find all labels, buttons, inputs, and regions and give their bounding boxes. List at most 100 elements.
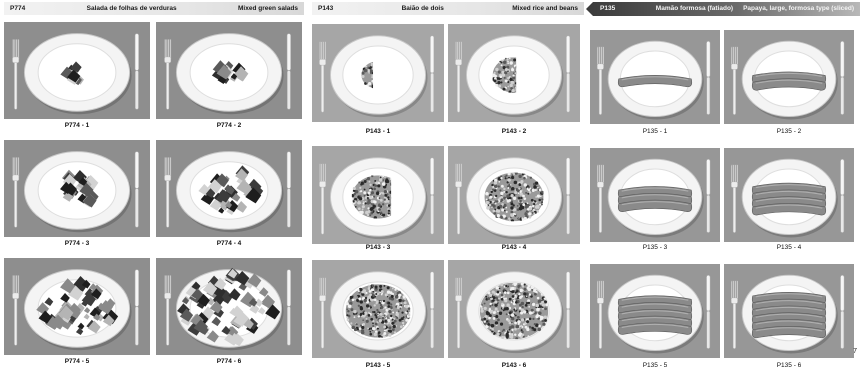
panel-title-en: Mixed rice and beans bbox=[512, 5, 578, 12]
portion-photo bbox=[156, 258, 302, 355]
salad-leaf bbox=[230, 305, 244, 319]
salad-leaf bbox=[196, 300, 206, 309]
salad-leaf bbox=[216, 64, 232, 80]
fork bbox=[321, 62, 325, 113]
salad-leaf bbox=[81, 279, 91, 289]
portion-label: P774 - 4 bbox=[216, 240, 242, 247]
portion-photo bbox=[724, 30, 854, 124]
salad-leaf bbox=[83, 313, 90, 320]
salad-leaf bbox=[68, 306, 81, 319]
salad-leaf bbox=[78, 177, 88, 186]
rice-and-beans bbox=[479, 282, 549, 340]
salad-leaf bbox=[87, 320, 101, 334]
portion-label: P143 - 1 bbox=[365, 128, 391, 135]
salad-leaf bbox=[248, 298, 258, 307]
portion-photo bbox=[312, 260, 444, 358]
salad-leaf bbox=[221, 325, 231, 335]
salad-leaf bbox=[228, 288, 241, 301]
rice-and-beans bbox=[345, 284, 411, 338]
plate-center bbox=[37, 43, 117, 102]
portion-label: P135 - 5 bbox=[642, 362, 668, 369]
knife bbox=[134, 33, 139, 71]
knife bbox=[706, 159, 711, 196]
portion-label: P774 - 2 bbox=[216, 122, 242, 129]
panel-code: P135 bbox=[600, 5, 616, 12]
portion-label: P143 - 5 bbox=[365, 362, 391, 369]
portion-label: P135 - 3 bbox=[642, 244, 668, 251]
salad-leaf bbox=[254, 298, 263, 307]
portion-photo bbox=[724, 264, 854, 358]
portion-label: P774 - 1 bbox=[64, 122, 90, 129]
fork bbox=[598, 67, 602, 115]
portion-label: P143 - 4 bbox=[501, 244, 527, 251]
salad-leaf bbox=[226, 326, 236, 336]
knife bbox=[134, 151, 139, 189]
salad-leaf bbox=[67, 69, 81, 83]
salad-leaf bbox=[226, 199, 239, 213]
salad-leaf bbox=[234, 270, 250, 286]
portion-photo bbox=[312, 146, 444, 244]
knife bbox=[286, 269, 291, 307]
knife bbox=[566, 157, 571, 196]
salad-leaf bbox=[81, 299, 88, 307]
salad-leaf bbox=[249, 303, 260, 314]
salad-leaf bbox=[60, 278, 76, 294]
salad-leaf bbox=[247, 273, 262, 288]
salad-leaf bbox=[212, 284, 226, 298]
knife bbox=[706, 275, 711, 312]
salad-leaf bbox=[209, 300, 223, 314]
portion-photo bbox=[590, 148, 720, 242]
salad-leaf bbox=[181, 297, 189, 305]
panel-code: P143 bbox=[318, 5, 334, 12]
salad-leaf bbox=[197, 293, 210, 307]
salad-leaf bbox=[258, 287, 269, 297]
portion-photo bbox=[4, 140, 150, 237]
salad-leaf bbox=[60, 318, 72, 330]
salad-leaf bbox=[209, 199, 222, 211]
salad-leaf bbox=[38, 310, 52, 324]
rice-and-beans bbox=[484, 172, 544, 222]
fork bbox=[598, 301, 602, 349]
fork bbox=[166, 60, 170, 110]
fork bbox=[457, 62, 461, 113]
portion-label: P774 - 6 bbox=[216, 358, 242, 365]
salad-leaf bbox=[217, 74, 227, 84]
salad-leaf bbox=[44, 297, 54, 307]
salad-leaf bbox=[102, 314, 115, 327]
fork bbox=[166, 296, 170, 346]
portion-label: P135 - 1 bbox=[642, 128, 668, 135]
salad-leaf bbox=[179, 308, 194, 322]
page-mark: 7 bbox=[853, 348, 857, 355]
portion-label: P143 - 6 bbox=[501, 362, 527, 369]
salad-leaf bbox=[200, 191, 215, 205]
panel-code: P774 bbox=[10, 5, 26, 12]
salad-leaf bbox=[235, 168, 248, 182]
fork bbox=[321, 298, 325, 349]
panel-header: P135 Mamão formosa (fatiado) Papaya, lar… bbox=[594, 2, 860, 15]
salad-leaf bbox=[202, 281, 218, 296]
salad-leaf bbox=[193, 319, 208, 334]
rice-and-beans bbox=[492, 57, 517, 93]
salad-leaf bbox=[211, 316, 221, 327]
salad-leaf bbox=[90, 288, 102, 300]
fork bbox=[732, 185, 736, 233]
salad-leaf bbox=[93, 313, 101, 321]
salad-leaf bbox=[265, 304, 281, 320]
fork bbox=[166, 178, 170, 228]
portion-photo bbox=[4, 258, 150, 355]
portion-photo bbox=[448, 260, 580, 358]
salad-leaf bbox=[191, 281, 201, 291]
rice-and-beans bbox=[351, 175, 392, 219]
portion-photo bbox=[4, 22, 150, 119]
panel-title-en: Papaya, large, formosa type (sliced) bbox=[743, 5, 854, 12]
salad-leaf bbox=[231, 192, 241, 202]
salad-leaf bbox=[235, 200, 248, 213]
fork bbox=[14, 296, 18, 346]
portion-photo bbox=[448, 24, 580, 122]
fork bbox=[598, 185, 602, 233]
fork bbox=[14, 178, 18, 228]
knife bbox=[430, 35, 435, 74]
knife bbox=[430, 271, 435, 310]
portion-photo bbox=[590, 264, 720, 358]
salad-leaf bbox=[58, 305, 74, 321]
